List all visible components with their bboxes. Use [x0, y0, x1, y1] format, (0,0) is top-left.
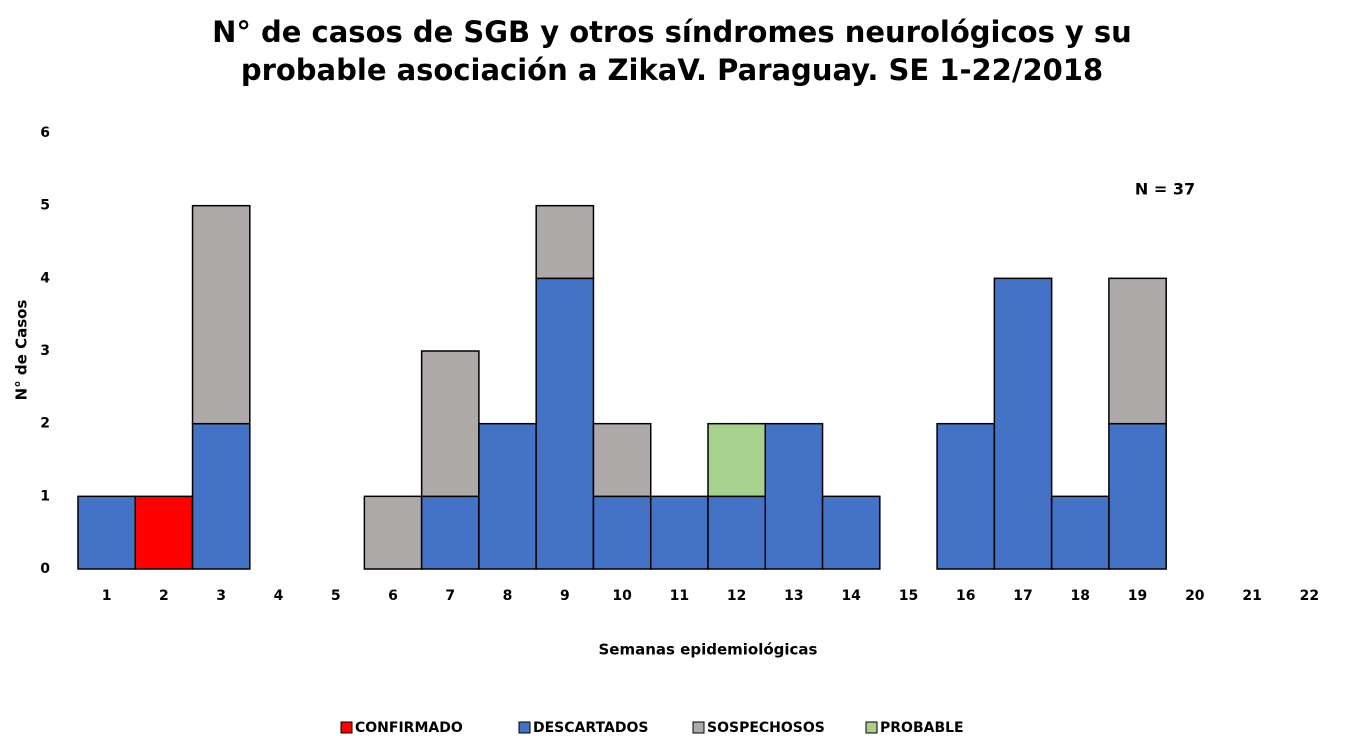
bar-segment — [649, 495, 709, 570]
bar-segment — [535, 277, 595, 570]
y-tick-label: 6 — [40, 125, 50, 141]
bar-segment — [592, 422, 652, 498]
bar-segment — [134, 495, 194, 570]
legend-swatch — [865, 721, 878, 734]
x-tick-label: 18 — [1071, 588, 1090, 604]
bar-segment — [420, 495, 480, 570]
bar-segment — [993, 277, 1053, 570]
bar-segment — [1050, 495, 1110, 570]
y-tick-label: 5 — [40, 198, 50, 214]
bar-segment — [764, 422, 824, 570]
x-tick-label: 19 — [1128, 588, 1147, 604]
bar-segment — [478, 422, 537, 570]
x-tick-label: 22 — [1300, 588, 1319, 604]
legend-swatch — [518, 721, 531, 734]
bar-segment — [1108, 277, 1167, 425]
bar-segment — [363, 495, 423, 570]
x-tick-label: 2 — [159, 588, 169, 604]
x-tick-label: 6 — [388, 588, 398, 604]
legend-label: DESCARTADOS — [533, 720, 648, 736]
y-tick-label: 4 — [40, 270, 50, 286]
x-tick-label: 1 — [102, 588, 112, 604]
bar-segment — [420, 350, 480, 498]
bar-segment — [592, 495, 652, 570]
x-tick-label: 14 — [841, 588, 861, 604]
bar-segment — [77, 495, 137, 570]
bar-segment — [821, 495, 881, 570]
bar-segment — [707, 422, 767, 498]
y-tick-label: 0 — [40, 561, 50, 577]
bar-segment — [191, 204, 251, 425]
y-tick-label: 1 — [40, 488, 50, 504]
x-axis-title: Semanas epidemiológicas — [599, 641, 818, 659]
y-axis-title: N° de Casos — [13, 300, 31, 401]
chart-title: probable asociación a ZikaV. Paraguay. S… — [241, 53, 1103, 87]
bar-segment — [191, 422, 251, 570]
x-tick-label: 16 — [956, 588, 975, 604]
legend-swatch — [340, 721, 353, 734]
x-tick-label: 21 — [1242, 588, 1261, 604]
x-tick-label: 20 — [1185, 588, 1205, 604]
x-tick-label: 7 — [445, 588, 455, 604]
x-tick-label: 9 — [560, 588, 570, 604]
x-tick-label: 5 — [331, 588, 341, 604]
x-tick-label: 15 — [899, 588, 918, 604]
x-tick-label: 4 — [274, 588, 284, 604]
legend-label: CONFIRMADO — [355, 720, 463, 736]
x-tick-label: 13 — [784, 588, 803, 604]
legend-label: PROBABLE — [880, 720, 964, 736]
bar-segment — [936, 422, 996, 570]
bar-segment — [535, 204, 595, 280]
legend-swatch — [692, 721, 705, 734]
y-tick-label: 2 — [40, 416, 50, 432]
x-tick-label: 17 — [1013, 588, 1032, 604]
x-tick-label: 11 — [670, 588, 689, 604]
legend-label: SOSPECHOSOS — [707, 720, 825, 736]
x-tick-label: 8 — [503, 588, 513, 604]
bar-segment — [707, 495, 767, 570]
chart-title: N° de casos de SGB y otros síndromes neu… — [212, 15, 1132, 49]
x-tick-label: 3 — [216, 588, 226, 604]
x-tick-label: 10 — [612, 588, 632, 604]
bar-segment — [1108, 422, 1167, 570]
y-tick-label: 3 — [40, 343, 50, 359]
x-tick-label: 12 — [727, 588, 746, 604]
annotation: N = 37 — [1135, 180, 1195, 199]
